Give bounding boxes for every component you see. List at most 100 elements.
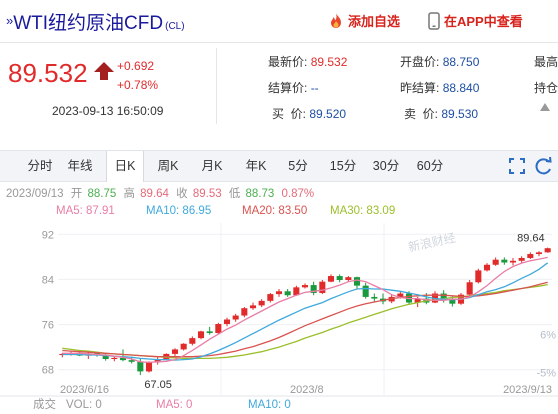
max-annotation: 89.64 (517, 233, 545, 245)
candle-body (414, 298, 421, 303)
candle-body (241, 308, 248, 316)
open-app-label: 在APP中查看 (444, 14, 523, 29)
candle-body (440, 293, 447, 300)
period-tabs: 分时 年线 日K 周K 月K 年K 5分 15分 30分 60分 (0, 150, 558, 182)
tab-9[interactable]: 60分 (416, 159, 444, 173)
candle-body (293, 287, 300, 296)
candle-body (310, 285, 317, 293)
candle-body (362, 285, 369, 297)
candle-body (119, 357, 127, 361)
ohlc-pct: 0.87% (282, 188, 315, 200)
refresh-icon[interactable] (534, 157, 554, 175)
candle-body (449, 299, 456, 304)
y-tick-label: 84 (42, 274, 54, 286)
watermark: 新浪财经 (407, 230, 457, 255)
x-tick-label: 2023/6/16 (60, 384, 109, 396)
candle-body (353, 277, 361, 286)
candle-body (327, 276, 335, 282)
candle-body (215, 324, 222, 334)
fullscreen-icon[interactable] (508, 157, 526, 175)
change-percent: +0.78% (117, 78, 159, 92)
instrument-code: (CL) (165, 21, 185, 32)
stat-value: 89.532 (310, 55, 348, 69)
vol-ma5-legend: MA5: 0 (156, 399, 192, 411)
ohlc-high: 89.64 (140, 188, 169, 200)
candle-body (145, 362, 153, 372)
axis-labels: 92 84 76 68 6% -5% 2023/6/16 2023/8 2023/9/13 89.… (42, 229, 556, 396)
tab-1[interactable]: 年线 (67, 159, 93, 173)
stat-label: 最高价 (534, 55, 558, 69)
stat-label: 最新价: (268, 55, 308, 69)
candle-body (535, 252, 543, 255)
ma20-legend: MA20: 83.50 (242, 205, 307, 217)
price-change: +0.692 +0.78% (117, 57, 158, 95)
y-tick-label: 68 (42, 365, 54, 377)
candle-body (336, 276, 343, 280)
candle-body (501, 259, 508, 263)
candle-body (544, 248, 551, 253)
tab-4[interactable]: 月K (201, 159, 223, 173)
tab-3[interactable]: 周K (157, 159, 179, 173)
add-watchlist-button[interactable]: 添加自选 (328, 11, 400, 30)
kline-chart[interactable]: 2023/09/13 开 88.75 高 89.64 收 89.53 低 88.… (0, 181, 558, 414)
chart-grid (0, 223, 558, 397)
candle-body (319, 281, 326, 293)
ohlc-open: 88.75 (87, 188, 116, 200)
candle-body (232, 315, 239, 320)
ohlc-high-label: 高 (123, 186, 135, 200)
open-app-button[interactable]: 在APP中查看 (428, 11, 523, 30)
ma30-legend: MA30: 83.09 (330, 205, 395, 217)
tab-6[interactable]: 5分 (288, 159, 308, 173)
page-title: »WTI纽约原油CFD (CL) (6, 8, 185, 35)
stat-value: 88.840 (442, 81, 480, 95)
svg-text:2023/09/13 开 88.75: 2023/09/13 开 88.75 高 89.64 收 89.53 低 88.… (6, 186, 314, 200)
stat-label: 买 价: (272, 107, 307, 121)
stat-label: 昨结算: (400, 81, 440, 95)
ma10-line (62, 262, 549, 361)
stat-settle: 结算价: -- (268, 79, 319, 96)
candle-body (102, 355, 109, 359)
tab-5[interactable]: 年K (245, 159, 267, 173)
stat-value: 89.530 (441, 107, 479, 121)
candle-body (397, 293, 404, 297)
x-tick-label: 2023/8 (290, 384, 324, 396)
tab-2[interactable]: 日K (106, 151, 144, 182)
vol-legend: VOL: 0 (66, 399, 102, 411)
y-tick-label: 92 (42, 229, 54, 241)
candle-body (267, 294, 274, 301)
ohlc-date: 2023/09/13 (6, 188, 64, 200)
stat-label: 持仓量 (534, 81, 558, 95)
stat-latest: 最新价: 89.532 (268, 53, 347, 70)
candle-body (301, 285, 309, 288)
quote-timestamp: 2023-09-13 16:50:09 (52, 104, 164, 118)
stat-label: 卖 价: (404, 107, 439, 121)
stat-open: 开盘价: 88.750 (400, 53, 479, 70)
stat-value: 89.520 (309, 107, 347, 121)
candle-body (275, 291, 283, 295)
watermark-logo: 新浪财经 (407, 230, 457, 255)
last-price: 89.532 (8, 58, 88, 88)
ohlc-low-label: 低 (229, 187, 241, 200)
ma-lines (62, 256, 549, 364)
ma10-legend: MA10: 86.95 (146, 205, 211, 217)
candle-body (483, 264, 491, 271)
tab-7[interactable]: 15分 (329, 159, 357, 173)
candle-body (345, 277, 352, 280)
ohlc-low: 88.73 (246, 188, 275, 200)
instrument-name: WTI纽约原油CFD (13, 13, 164, 34)
stat-ask: 卖 价: 89.530 (404, 105, 478, 122)
ohlc-open-label: 开 (71, 188, 83, 200)
ma5-line (62, 256, 548, 364)
tab-8[interactable]: 30分 (372, 159, 400, 173)
scroll-up-icon[interactable] (540, 103, 550, 111)
candle-body (518, 257, 525, 261)
flame-icon (331, 13, 341, 28)
candle-body (466, 282, 473, 295)
title-marker-icon: » (6, 13, 14, 28)
header-divider (0, 42, 558, 43)
candle-body (171, 349, 179, 354)
tab-0[interactable]: 分时 (27, 159, 53, 173)
stat-prev-settle: 昨结算: 88.840 (400, 79, 479, 96)
candle-body (249, 305, 257, 309)
candle-body (371, 296, 378, 299)
